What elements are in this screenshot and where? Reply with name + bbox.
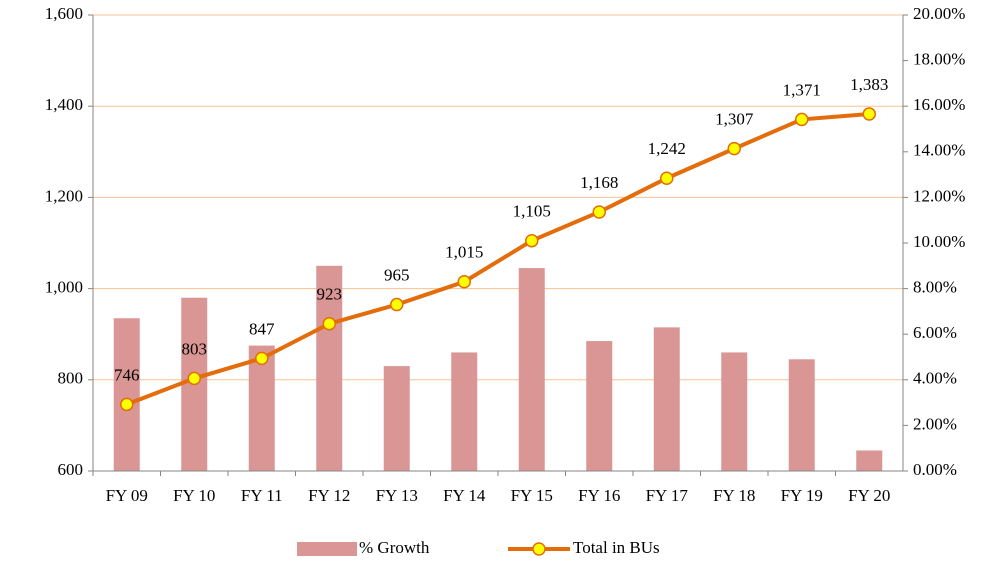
x-tick-label: FY 17 bbox=[646, 486, 689, 505]
legend-marker bbox=[532, 542, 546, 556]
bar bbox=[248, 345, 275, 471]
y-tick-label: 600 bbox=[58, 460, 84, 479]
data-label: 1,105 bbox=[513, 202, 551, 221]
y-tick-label: 1,000 bbox=[45, 278, 83, 297]
y-tick-label: 1,200 bbox=[45, 186, 83, 205]
y2-tick-label: 2.00% bbox=[913, 414, 957, 433]
marker bbox=[795, 112, 809, 127]
bar bbox=[316, 265, 343, 471]
bar bbox=[113, 318, 140, 471]
data-label: 965 bbox=[384, 265, 410, 284]
marker bbox=[525, 233, 539, 248]
line bbox=[126, 111, 870, 407]
y2-tick-label: 8.00% bbox=[913, 278, 957, 297]
y2-tick-label: 18.00% bbox=[913, 50, 965, 69]
x-tick-label: FY 15 bbox=[511, 486, 553, 505]
data-label: 847 bbox=[249, 319, 275, 338]
data-label: 1,307 bbox=[715, 110, 754, 129]
bar bbox=[856, 450, 883, 471]
legend-swatch bbox=[297, 542, 357, 556]
foreground: 600 800 1,000 1,200 1,400 1,600 0.00% 2.00% 4.00… bbox=[45, 4, 966, 505]
x-tick-label: FY 11 bbox=[241, 486, 283, 505]
y2-tick-label: 12.00% bbox=[913, 186, 965, 205]
data-label: 1,242 bbox=[648, 139, 686, 158]
marker bbox=[187, 371, 201, 386]
bar bbox=[586, 341, 613, 471]
y2-tick-label: 4.00% bbox=[913, 369, 957, 388]
bar bbox=[383, 366, 410, 471]
legend: % Growth Total in BUs bbox=[297, 538, 660, 557]
bars bbox=[113, 265, 883, 471]
data-label: 746 bbox=[114, 365, 140, 384]
x-tick-label: FY 09 bbox=[106, 486, 148, 505]
bar bbox=[451, 352, 478, 471]
bar bbox=[653, 327, 680, 471]
marker bbox=[660, 171, 674, 185]
legend-label: % Growth bbox=[359, 538, 430, 557]
legend-label: Total in BUs bbox=[573, 538, 660, 557]
x-tick-label: FY 19 bbox=[781, 486, 823, 505]
data-label: 923 bbox=[317, 285, 343, 304]
data-label: 1,371 bbox=[783, 80, 821, 99]
marker bbox=[862, 107, 876, 121]
y2-tick-label: 16.00% bbox=[913, 95, 965, 114]
data-label: 1,168 bbox=[580, 173, 618, 192]
marker bbox=[390, 297, 404, 312]
y2-tick-label: 14.00% bbox=[913, 141, 965, 160]
y2-tick-label: 20.00% bbox=[913, 4, 965, 23]
data-label: 1,015 bbox=[445, 243, 483, 262]
y2-tick-label: 6.00% bbox=[913, 323, 957, 342]
y2-tick-label: 10.00% bbox=[913, 232, 965, 251]
bar bbox=[518, 268, 545, 471]
x-tick-label: FY 13 bbox=[376, 486, 418, 505]
data-label: 1,383 bbox=[850, 75, 888, 94]
y-tick-label: 1,600 bbox=[45, 4, 83, 23]
x-tick-label: FY 10 bbox=[173, 486, 215, 505]
marker bbox=[322, 316, 336, 331]
grid bbox=[93, 14, 903, 472]
x-tick-label: FY 20 bbox=[848, 486, 890, 505]
y-tick-label: 800 bbox=[58, 369, 84, 388]
y2-tick-label: 0.00% bbox=[913, 460, 957, 479]
bar bbox=[788, 359, 815, 471]
marker bbox=[255, 351, 269, 366]
marker bbox=[457, 275, 471, 289]
marker bbox=[592, 205, 606, 219]
data-label: 803 bbox=[182, 339, 208, 358]
marker bbox=[727, 141, 741, 156]
x-tick-label: FY 14 bbox=[443, 486, 486, 505]
bar bbox=[721, 352, 748, 471]
x-tick-label: FY 12 bbox=[308, 486, 350, 505]
x-tick-label: FY 16 bbox=[578, 486, 620, 505]
marker bbox=[120, 397, 134, 412]
x-tick-label: FY 18 bbox=[713, 486, 755, 505]
y-tick-label: 1,400 bbox=[45, 95, 83, 114]
